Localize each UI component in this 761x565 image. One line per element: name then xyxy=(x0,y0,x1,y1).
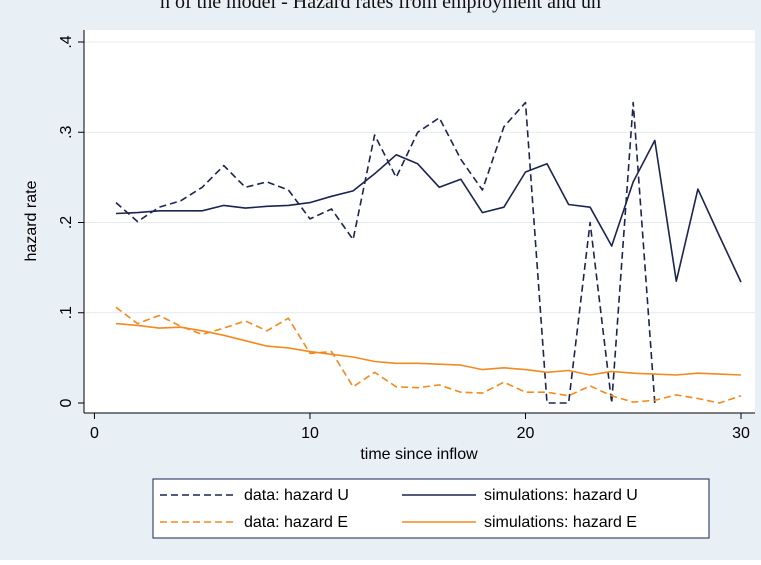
figure-caption-cropped: n of the model - Hazard rates from emplo… xyxy=(160,0,601,13)
x-tick-label: 20 xyxy=(517,425,535,442)
legend-label-2: data: hazard E xyxy=(244,514,348,531)
y-tick-label: .1 xyxy=(58,306,75,319)
x-tick-label: 10 xyxy=(301,425,319,442)
legend-label-1: simulations: hazard U xyxy=(484,487,638,504)
axes: 0 .1 .2 .3 .4 0 10 20 30 xyxy=(58,30,755,442)
series-line-0 xyxy=(115,101,656,404)
series-line-1 xyxy=(115,139,742,283)
plot-area xyxy=(84,30,755,413)
legend-box xyxy=(152,478,710,539)
series-lines xyxy=(115,101,742,404)
x-tick-label: 30 xyxy=(732,425,750,442)
x-axis-label: time since inflow xyxy=(360,446,478,463)
y-axis-label: hazard rate xyxy=(23,180,40,261)
y-tick-label: .4 xyxy=(58,35,75,48)
legend-label-3: simulations: hazard E xyxy=(484,514,637,531)
y-tick-label: .3 xyxy=(58,125,75,138)
gridlines xyxy=(84,41,755,314)
y-tick-label: 0 xyxy=(58,398,75,407)
series-line-2 xyxy=(115,306,742,404)
y-tick-label: .2 xyxy=(58,216,75,229)
series-line-3 xyxy=(115,322,742,376)
legend-label-0: data: hazard U xyxy=(244,487,349,504)
legend: data: hazard U simulations: hazard U data:… xyxy=(152,478,710,539)
x-tick-label: 0 xyxy=(90,425,99,442)
